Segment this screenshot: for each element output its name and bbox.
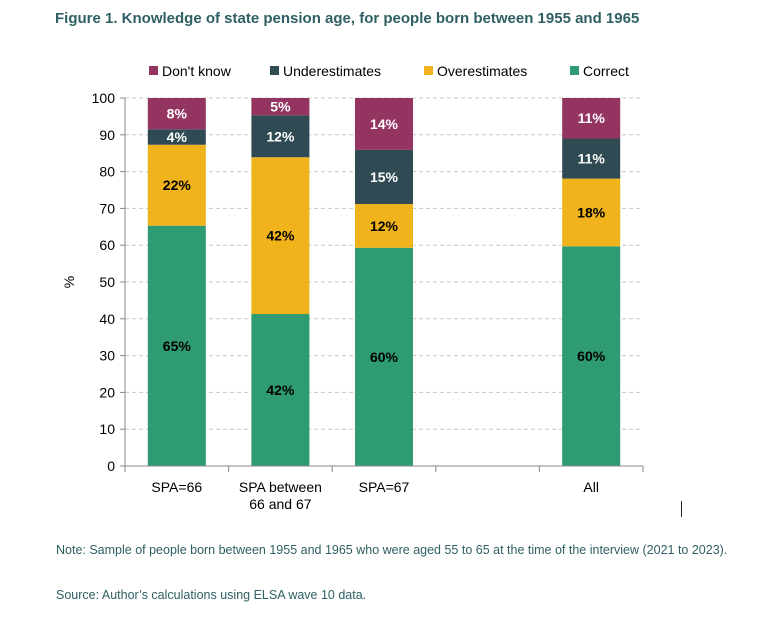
legend-swatch bbox=[270, 66, 279, 75]
data-label: 5% bbox=[270, 99, 291, 115]
bar-segment bbox=[355, 203, 413, 248]
legend: Don't know Underestimates Overestimates Cor… bbox=[149, 63, 629, 79]
chart-source: Source: Author’s calculations using ELSA… bbox=[56, 588, 367, 602]
data-label: 60% bbox=[370, 349, 399, 365]
bar-segment bbox=[355, 247, 413, 466]
bar-segment bbox=[147, 225, 206, 466]
y-tick-label: 80 bbox=[99, 164, 115, 180]
stacked-bar-chart: 0 10 20 30 40 50 60 70 80 90 100% 65% 22% 4% 8% 42% 42%… bbox=[61, 63, 644, 512]
chart-title: Figure 1. Knowledge of state pension age… bbox=[55, 10, 640, 27]
y-axis-label: % bbox=[61, 276, 77, 288]
y-axis: 0 10 20 30 40 50 60 70 80 90 100% bbox=[61, 90, 126, 474]
legend-label: Underestimates bbox=[283, 63, 381, 79]
bar-segment bbox=[562, 246, 621, 466]
x-tick-label: SPA between bbox=[239, 479, 322, 495]
data-label: 12% bbox=[370, 218, 399, 234]
y-tick-label: 40 bbox=[99, 311, 115, 327]
legend-label: Don't know bbox=[162, 63, 232, 79]
data-label: 22% bbox=[163, 177, 192, 193]
y-tick-label: 30 bbox=[99, 348, 115, 364]
bar-segment bbox=[355, 98, 413, 150]
data-label: 14% bbox=[370, 116, 399, 132]
y-tick-label: 90 bbox=[99, 127, 115, 143]
data-label: 42% bbox=[266, 228, 295, 244]
x-tick-label: SPA=67 bbox=[359, 479, 410, 495]
bar-segment bbox=[251, 115, 310, 158]
x-tick-label: All bbox=[583, 479, 599, 495]
bar-segment bbox=[251, 98, 310, 116]
bar-segment bbox=[562, 98, 621, 139]
y-tick-label: 0 bbox=[107, 458, 115, 474]
legend-label: Correct bbox=[583, 63, 629, 79]
y-tick-label: 10 bbox=[99, 421, 115, 437]
y-tick-label: 60 bbox=[99, 237, 115, 253]
x-tick-label: SPA=66 bbox=[151, 479, 202, 495]
data-label: 18% bbox=[577, 204, 606, 220]
data-label: 4% bbox=[167, 129, 188, 145]
y-tick-label: 70 bbox=[99, 200, 115, 216]
bar-segment bbox=[562, 178, 621, 247]
data-label: 11% bbox=[578, 110, 606, 126]
y-tick-label: 20 bbox=[99, 384, 115, 400]
data-label: 11% bbox=[578, 151, 606, 167]
data-label: 60% bbox=[577, 348, 606, 364]
data-label: 65% bbox=[163, 338, 192, 354]
legend-label: Overestimates bbox=[437, 63, 527, 79]
bar-segment bbox=[562, 138, 621, 179]
chart-note: Note: Sample of people born between 1955… bbox=[56, 543, 728, 557]
legend-swatch bbox=[149, 66, 158, 75]
bar-segment bbox=[147, 144, 206, 226]
data-label: 8% bbox=[167, 106, 188, 122]
bar-segment bbox=[147, 98, 206, 130]
bar-segment bbox=[251, 157, 310, 315]
bars: 65% 22% 4% 8% 42% 42% 12% 5% 60% 12% 15% 14% 60% 18% 1… bbox=[147, 98, 621, 466]
text-cursor bbox=[681, 501, 682, 517]
bar-segment bbox=[251, 314, 310, 466]
bar-segment bbox=[355, 149, 413, 204]
y-tick-label: 100 bbox=[92, 90, 116, 106]
legend-swatch bbox=[570, 66, 579, 75]
legend-swatch bbox=[424, 66, 433, 75]
data-label: 15% bbox=[370, 169, 399, 185]
x-tick-label: 66 and 67 bbox=[249, 496, 311, 512]
data-label: 42% bbox=[266, 382, 295, 398]
y-tick-label: 50 bbox=[99, 274, 115, 290]
data-label: 12% bbox=[266, 128, 295, 144]
bar-segment bbox=[147, 129, 206, 145]
